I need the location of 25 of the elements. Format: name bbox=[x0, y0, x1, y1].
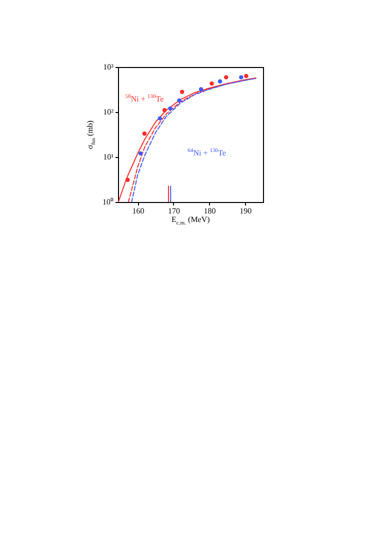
point bbox=[177, 98, 182, 103]
x-tick-label: 190 bbox=[240, 206, 252, 216]
point bbox=[138, 151, 143, 156]
x-tick-label: 160 bbox=[132, 206, 144, 216]
x-tick-label: 170 bbox=[168, 206, 180, 216]
point bbox=[198, 87, 204, 92]
y-tick-label: 10⁰ bbox=[102, 198, 114, 206]
series-label: $^{58}$Ni + $^{130}$Te bbox=[125, 94, 164, 104]
y-tick-label: 10¹ bbox=[103, 152, 114, 162]
point bbox=[210, 81, 214, 86]
point bbox=[142, 132, 147, 136]
point bbox=[158, 116, 162, 121]
y-tick-label: 10³ bbox=[103, 62, 114, 72]
y-tick-label: 10² bbox=[103, 108, 114, 116]
point bbox=[126, 178, 130, 182]
point bbox=[244, 74, 248, 78]
point bbox=[168, 106, 172, 111]
point bbox=[162, 108, 167, 112]
point bbox=[180, 90, 184, 94]
point bbox=[224, 75, 228, 80]
x-axis-title: E$_{c.m.}$ (MeV) bbox=[172, 215, 210, 227]
x-tick-label: 180 bbox=[204, 206, 216, 216]
text: $^{64}$Ni + $^{130}$Te bbox=[188, 148, 226, 158]
point bbox=[239, 75, 244, 80]
point bbox=[218, 79, 222, 84]
